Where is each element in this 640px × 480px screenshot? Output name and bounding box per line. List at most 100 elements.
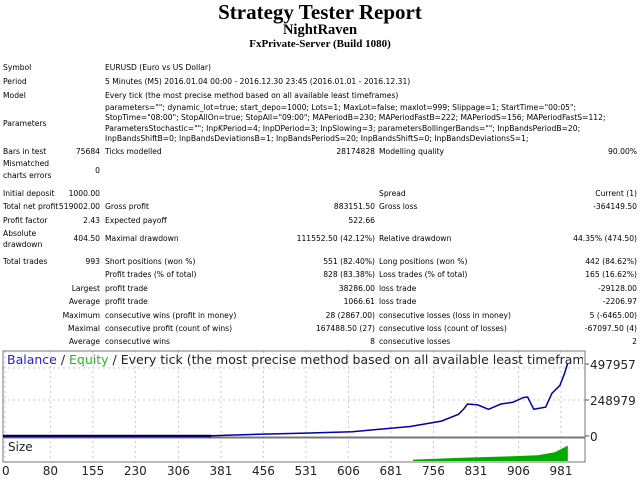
- rel-dd-label: Relative drawdown: [379, 234, 452, 243]
- gross-profit-value: 883151.50: [333, 202, 375, 211]
- largest-loss-label: loss trade: [379, 284, 417, 293]
- model-value: Every tick (the most precise method base…: [105, 91, 399, 100]
- max-cons-losses-label: consecutive losses (loss in money): [379, 311, 511, 320]
- server-name: FxPrivate-Server (Build 1080): [249, 38, 391, 50]
- x-tick-label: 606: [337, 464, 360, 478]
- x-tick-label: 681: [380, 464, 403, 478]
- period-value: 5 Minutes (M5) 2016.01.04 00:00 - 2016.1…: [105, 77, 411, 86]
- x-tick-label: 756: [422, 464, 445, 478]
- x-tick-label: 155: [81, 464, 104, 478]
- expert-name: NightRaven: [282, 22, 358, 38]
- maximal-loss-value: -67097.50 (4): [584, 324, 637, 333]
- x-tick-label: 381: [209, 464, 232, 478]
- largest-label: Largest: [71, 284, 100, 293]
- average-loss-label: loss trade: [379, 297, 417, 306]
- maximal-label: Maximal: [68, 324, 100, 333]
- x-tick-label: 306: [167, 464, 190, 478]
- abs-dd-value: 404.50: [73, 234, 100, 243]
- x-tick-label: 456: [252, 464, 275, 478]
- x-tick-label: 906: [507, 464, 530, 478]
- legend-sep: /: [56, 352, 70, 367]
- profit-factor-value: 2.43: [83, 216, 100, 225]
- average-label: Average: [68, 297, 100, 306]
- max-cons-wins-value: 28 (2867.00): [325, 311, 375, 320]
- maximal-loss-label: consecutive loss (count of losses): [379, 324, 507, 333]
- deposit-value: 1000.00: [68, 189, 100, 198]
- net-profit-value: 519002.00: [58, 202, 100, 211]
- rel-dd-value: 44.35% (474.50): [573, 234, 637, 243]
- quality-label: Modelling quality: [379, 147, 445, 156]
- symbol-label: Symbol: [3, 63, 32, 72]
- largest-profit-value: 38286.00: [338, 284, 375, 293]
- x-tick-label: 230: [124, 464, 147, 478]
- y-tick-label: 0: [590, 430, 598, 444]
- avg-cons-wins-label: consecutive wins: [105, 337, 171, 346]
- avg-cons-label: Average: [68, 337, 100, 346]
- legend-model: Every tick (the most precise method base…: [120, 352, 583, 367]
- profit-trades-value: 828 (83.38%): [323, 270, 375, 279]
- symbol-value: EURUSD (Euro vs US Dollar): [105, 63, 211, 72]
- balance-chart: Size 0 248979 497957 0 80 155 230 306 381 456 531 60…: [2, 350, 636, 478]
- x-tick-label: 0: [2, 464, 10, 478]
- legend-sep-2: /: [108, 352, 121, 367]
- parameters-value: parameters=""; dynamic_lot=true; start_d…: [105, 103, 606, 144]
- avg-cons-wins-value: 8: [370, 337, 375, 346]
- mismatch-value: 0: [95, 166, 100, 175]
- size-label: Size: [8, 440, 33, 454]
- expected-payoff-label: Expected payoff: [105, 216, 167, 225]
- chart-legend: Balance / Equity / Every tick (the most …: [7, 352, 583, 367]
- max-cons-losses-value: 5 (-6465.00): [589, 311, 637, 320]
- balance-line: [4, 362, 569, 437]
- largest-loss-value: -29128.00: [598, 284, 637, 293]
- short-value: 551 (82.40%): [323, 257, 375, 266]
- model-label: Model: [3, 91, 26, 100]
- quality-value: 90.00%: [608, 147, 637, 156]
- main-plot-frame: [2, 350, 586, 438]
- x-tick-label: 831: [465, 464, 488, 478]
- avg-cons-losses-label: consecutive losses: [379, 337, 451, 346]
- ticks-value: 28174828: [336, 147, 375, 156]
- total-trades-label: Total trades: [3, 257, 48, 266]
- avg-cons-losses-value: 2: [632, 337, 637, 346]
- loss-trades-label: Loss trades (% of total): [379, 270, 468, 279]
- gross-profit-label: Gross profit: [105, 202, 149, 211]
- gross-loss-value: -364149.50: [593, 202, 637, 211]
- deposit-label: Initial deposit: [3, 189, 55, 198]
- spread-value: Current (1): [595, 189, 637, 198]
- net-profit-label: Total net profit: [3, 202, 59, 211]
- legend-balance: Balance: [7, 352, 57, 367]
- row-parameters: Parameters parameters=""; dynamic_lot=tr…: [0, 103, 640, 145]
- gross-loss-label: Gross loss: [379, 202, 418, 211]
- maximal-profit-value: 167488.50 (27): [315, 324, 375, 333]
- parameters-label: Parameters: [3, 119, 47, 128]
- loss-trades-value: 165 (16.62%): [585, 270, 637, 279]
- x-tick-label: 531: [295, 464, 318, 478]
- profit-trades-label: Profit trades (% of total): [105, 270, 197, 279]
- bars-value: 75684: [75, 147, 100, 156]
- average-profit-value: 1066.61: [343, 297, 375, 306]
- legend-equity: Equity: [69, 352, 109, 367]
- spread-label: Spread: [379, 189, 406, 198]
- period-label: Period: [3, 77, 27, 86]
- x-tick-label: 981: [550, 464, 573, 478]
- max-dd-value: 111552.50 (42.12%): [296, 234, 375, 243]
- bars-label: Bars in test: [3, 147, 47, 156]
- maximal-profit-label: consecutive profit (count of wins): [105, 324, 233, 333]
- size-histogram: [413, 445, 568, 461]
- average-loss-value: -2206.97: [602, 297, 637, 306]
- ticks-label: Ticks modelled: [105, 147, 162, 156]
- max-dd-label: Maximal drawdown: [105, 234, 179, 243]
- average-profit-label: profit trade: [105, 297, 148, 306]
- long-value: 442 (84.62%): [585, 257, 637, 266]
- short-label: Short positions (won %): [105, 257, 196, 266]
- y-tick-label: 248979: [590, 394, 636, 408]
- y-tick-label: 497957: [590, 358, 636, 372]
- long-label: Long positions (won %): [379, 257, 468, 266]
- total-trades-value: 993: [85, 257, 101, 266]
- size-plot-frame: [2, 437, 586, 463]
- maximum-label: Maximum: [62, 311, 100, 320]
- expected-payoff-value: 522.66: [348, 216, 375, 225]
- abs-dd-label: Absolute drawdown: [3, 229, 43, 249]
- max-cons-wins-label: consecutive wins (profit in money): [105, 311, 237, 320]
- x-tick-label: 80: [43, 464, 58, 478]
